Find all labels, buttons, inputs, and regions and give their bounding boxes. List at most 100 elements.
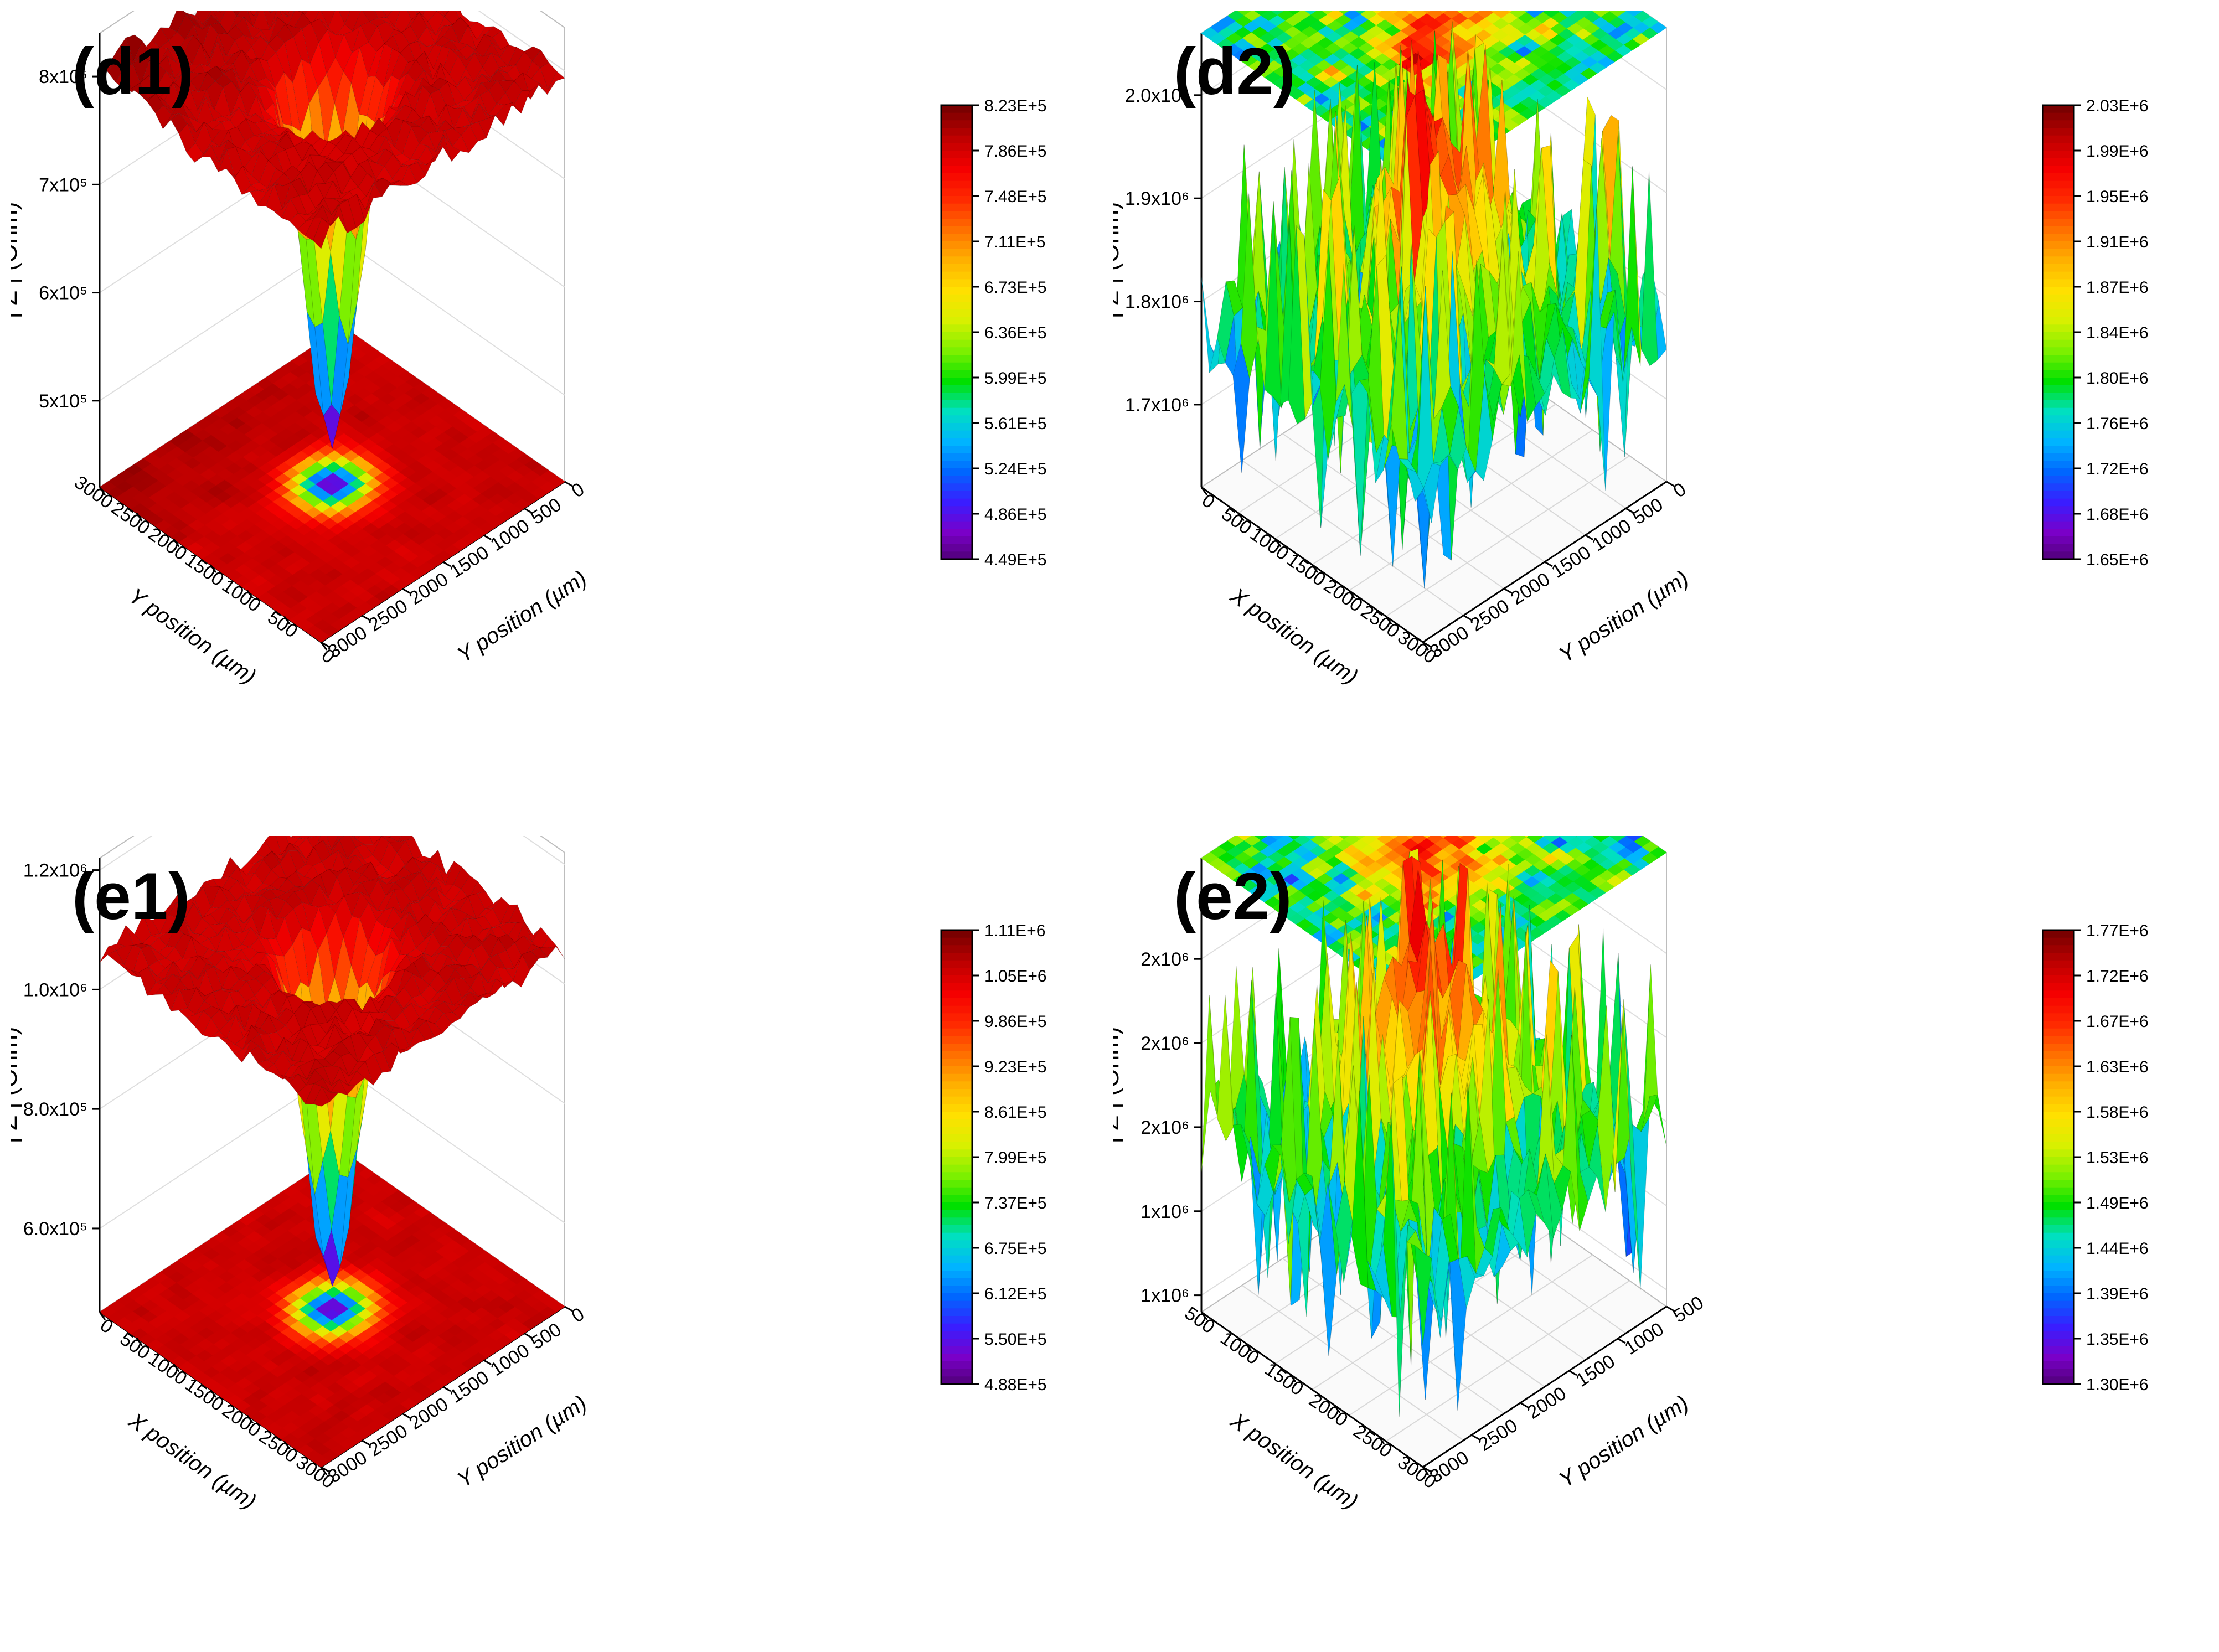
y-tick-mark [442,561,451,567]
colorbar-band [2043,112,2074,121]
surface-d1 [99,11,565,449]
surface-cell [265,86,283,138]
surface-cell [504,102,522,114]
colorbar-band [941,135,972,144]
panel-label-d2: (d2) [1174,34,1296,109]
surface-cell [463,82,481,102]
surface-cell [318,904,336,935]
colorbar-band [2043,151,2074,159]
x-tick-mark [1237,512,1245,522]
surface-cell [221,856,239,879]
colorbar-band [941,339,972,348]
surface-cell [176,34,194,55]
surface-cell [445,860,462,886]
x-tick-mark [136,512,143,522]
colorbar-band [941,446,972,454]
surface-cell [334,70,352,136]
colorbar-band [941,294,972,303]
colorbar-band [941,211,972,219]
surface-cell [284,11,290,18]
colorbar-tick-label: 2.03E+6 [2086,97,2149,115]
colorbar-band [2043,135,2074,144]
colorbar-band [2043,166,2074,174]
surface-cell [285,886,304,893]
surface-cell [383,11,393,18]
colorbar-band [2043,514,2074,522]
colorbar-band [2043,287,2074,295]
surface-cell [326,158,344,163]
colorbar-band [2043,506,2074,514]
x-tick-label: 0 [1198,490,1219,513]
panel-label-d1: (d1) [72,34,194,109]
projection-cell [1406,11,1415,14]
surface-cell [313,217,331,250]
surface-cell [417,157,435,177]
x-tick-mark [1274,538,1282,548]
colorbar-band [2043,120,2074,128]
projection-cell [1490,11,1496,13]
y-tick-mark [564,481,573,487]
x-tick-label: 3000 [70,472,117,513]
surface-cell [166,71,183,84]
colorbar-band [2043,544,2074,553]
surface-cell [461,125,478,153]
surface-cell [513,90,530,114]
surface-cell [507,47,525,67]
contour-projection-e1 [99,1151,565,1468]
colorbar-band [941,128,972,136]
surface-cell [334,153,353,162]
surface-cell [139,93,156,102]
colorbar-tick-label: 7.86E+5 [984,142,1047,161]
surface-cell [178,1008,196,1018]
surface-cell [202,144,220,163]
colorbar-band [2043,400,2074,409]
surface-cell [415,953,432,958]
surface-cell [311,874,329,899]
colorbar-band [2043,415,2074,424]
colorbar-band [2043,378,2074,386]
projection-cell [1473,11,1480,14]
x-tick-mark [1348,590,1355,599]
surface-cell [1399,458,1417,473]
surface-cell [174,933,192,959]
z-tick-label: 5x10⁵ [39,391,87,412]
colorbar-band [2043,393,2074,401]
colorbar-band [941,347,972,355]
y-axis-title: Y position (µm) [453,566,591,667]
colorbar-band [941,143,972,151]
colorbar-band [941,514,972,522]
colorbar-tick-label: 1.76E+6 [2086,415,2149,433]
colorbar-tick-label: 1.65E+6 [2086,551,2149,569]
colorbar-d1: 8.23E+57.86E+57.48E+57.11E+56.73E+56.36E… [940,97,1047,569]
surface-cell [255,970,273,986]
colorbar-band [941,407,972,416]
colorbar-band [941,287,972,295]
surface-cell [441,11,448,18]
surface-cell [539,81,556,95]
colorbar-band [2043,203,2074,212]
colorbar-band [2043,143,2074,151]
colorbar-band [941,317,972,326]
colorbar-band [941,370,972,378]
colorbar-band [2043,279,2074,287]
surface-cell [354,861,372,875]
surface-cell [220,11,223,13]
surface-cell [249,190,267,206]
x-tick-mark [99,487,106,495]
z-tick-label: 1.9x10⁶ [1125,188,1189,209]
colorbar-band [2043,385,2074,394]
surface-cell [166,925,184,948]
x-tick-mark [1200,487,1208,495]
surface-cell [138,967,156,997]
surface-cell [1562,328,1580,400]
surface-e1 [99,836,565,1287]
y-axis-title: Y position (µm) [1555,566,1693,667]
colorbar-band [2043,430,2074,439]
y-tick-label: 0 [1670,479,1690,502]
surface-cell [285,146,303,173]
surface-cell [226,915,244,933]
surface-cell [339,199,357,234]
surface-cell [426,1020,443,1038]
